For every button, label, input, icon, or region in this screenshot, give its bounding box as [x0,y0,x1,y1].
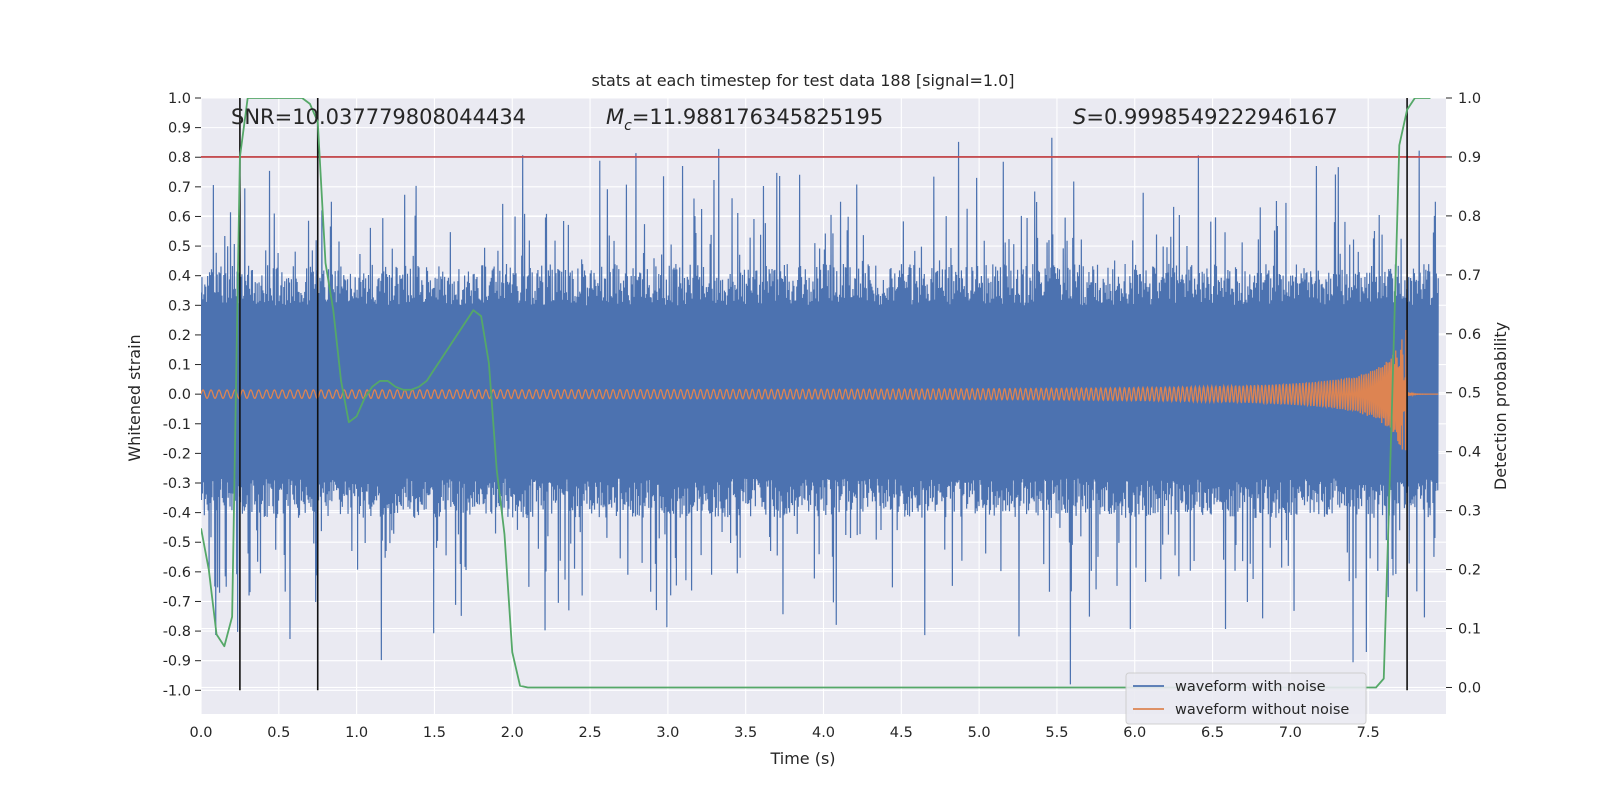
y-tick-label: -0.6 [163,565,191,581]
y-tick-label: -0.3 [163,476,191,492]
y-tick-label: -0.1 [163,417,191,433]
y2-tick-label: 0.8 [1458,209,1481,225]
y-tick-label: 0.7 [168,180,191,196]
y-tick-label: 0.5 [168,239,191,255]
x-tick-label: 2.0 [501,725,524,741]
y2-tick-label: 0.4 [1458,445,1481,461]
x-tick-label: 6.0 [1123,725,1146,741]
legend-label-noise: waveform with noise [1175,679,1326,695]
chart-title: stats at each timestep for test data 188… [591,71,1014,90]
y-tick-label: 1.0 [168,91,191,107]
y-tick-label: -0.4 [163,506,191,522]
x-tick-label: 1.5 [423,725,446,741]
x-tick-label: 7.0 [1279,725,1302,741]
y-tick-label: 0.9 [168,121,191,137]
x-tick-label: 3.5 [734,725,757,741]
legend-box [1125,672,1367,725]
y-tick-label: 0.8 [168,150,191,166]
x-tick-label: 3.0 [656,725,679,741]
y2-tick-label: 0.6 [1458,327,1481,343]
series-waveform-with-noise [201,137,1439,685]
y-tick-label: -0.9 [163,654,191,670]
detection-probability-line [201,98,1431,689]
ticks: 0.0 0.5 1.0 1.5 2.0 2.5 3.0 3.5 4.0 4.5 5.0 5.5 6.0 6… [163,91,1481,741]
clean-waveform-line [201,330,1439,451]
y2-tick-label: 1.0 [1458,91,1481,107]
x-tick-label: 2.5 [579,725,602,741]
x-tick-label: 4.0 [812,725,835,741]
y-tick-label: -1.0 [163,683,191,699]
score-symbol: S [1073,105,1086,129]
series-waveform-without-noise [201,330,1439,451]
y-axis-label: Whitened strain [125,334,144,461]
y-tick-label: -0.5 [163,535,191,551]
y2-tick-label: 0.1 [1458,622,1481,638]
x-tick-label: 7.5 [1357,725,1380,741]
x-axis-label: Time (s) [769,749,835,768]
y-tick-label: 0.1 [168,358,191,374]
y2-tick-label: 0.2 [1458,563,1481,579]
y-tick-label: 0.6 [168,209,191,225]
x-tick-label: 5.5 [1045,725,1068,741]
legend: waveform with noise waveform without noi… [1125,672,1367,725]
legend-label-clean: waveform without noise [1175,702,1349,718]
y2-tick-label: 0.7 [1458,268,1481,284]
chirp-mass-symbol: M [606,105,624,129]
x-tick-label: 6.5 [1201,725,1224,741]
x-tick-label: 5.0 [968,725,991,741]
x-tick-label: 0.5 [267,725,290,741]
x-tick-label: 1.0 [345,725,368,741]
y2-axis-label: Detection probability [1491,322,1510,490]
x-tick-label: 4.5 [890,725,913,741]
chirp-mass-subscript: c [624,118,632,134]
y-tick-label: -0.7 [163,594,191,610]
y-tick-label: 0.3 [168,298,191,314]
y2-tick-label: 0.5 [1458,386,1481,402]
y-tick-label: 0.0 [168,387,191,403]
score-annotation: S=0.9998549222946167 [1073,105,1338,129]
y-tick-label: -0.2 [163,446,191,462]
chirp-mass-annotation: Mc=11.988176345825195 [606,105,883,134]
series-detection-probability [201,98,1431,689]
y-tick-label: 0.2 [168,328,191,344]
score-value: =0.9998549222946167 [1086,105,1337,129]
x-tick-label: 0.0 [189,725,212,741]
y-tick-label: 0.4 [168,269,191,285]
y2-tick-label: 0.9 [1458,150,1481,166]
y2-tick-label: 0.3 [1458,504,1481,520]
snr-annotation: SNR=10.037779808044434 [231,105,526,129]
y2-tick-label: 0.0 [1458,680,1481,696]
y-tick-label: -0.8 [163,624,191,640]
noisy-waveform-line [201,137,1439,685]
chirp-mass-value: =11.988176345825195 [632,105,883,129]
